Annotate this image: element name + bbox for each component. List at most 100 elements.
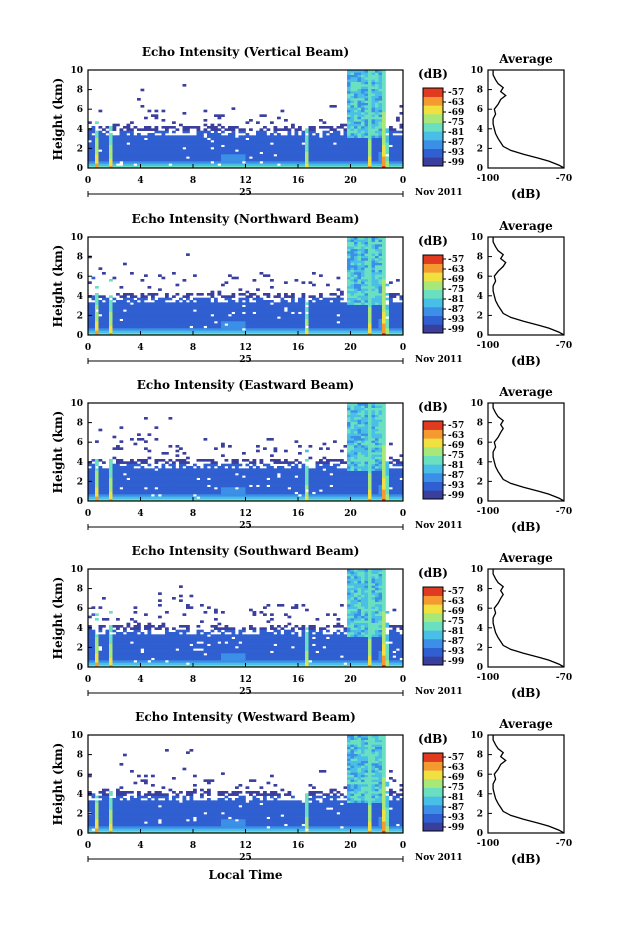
heatmap-cell [235, 144, 239, 148]
heatmap-cell [224, 142, 229, 145]
heatmap-cell [91, 463, 96, 467]
heatmap-cell [196, 318, 201, 322]
heatmap-cell [361, 265, 365, 268]
heatmap-cell [168, 325, 173, 329]
heatmap-cell [186, 496, 190, 499]
heatmap-cell [340, 140, 344, 143]
heatmap-cell [301, 470, 306, 474]
heatmap-cell [294, 321, 299, 324]
heatmap-cell [371, 144, 376, 148]
heatmap-cell [123, 163, 127, 166]
heatmap-cell [210, 158, 215, 162]
heatmap-cell [214, 447, 218, 450]
heatmap-cell [256, 158, 260, 162]
heatmap-cell [95, 311, 99, 315]
heatmap-cell [368, 74, 372, 78]
heatmap-cell [315, 477, 320, 481]
heatmap-cell [249, 119, 253, 122]
heatmap-cell [228, 295, 232, 298]
heatmap-cell [91, 307, 96, 310]
heatmap-cell [329, 316, 334, 319]
heatmap-cell [123, 489, 127, 492]
heatmap-cell [252, 147, 257, 150]
heatmap-cell [175, 140, 180, 143]
y-tick-label: 0 [77, 164, 83, 174]
heatmap-cell [284, 149, 288, 152]
heatmap-cell [196, 158, 201, 162]
heatmap-cell [140, 309, 145, 312]
heatmap-cell [175, 283, 180, 287]
heatmap-cell [273, 140, 278, 143]
heatmap-cell [256, 307, 260, 310]
heatmap-cell [357, 241, 362, 245]
heatmap-cell [333, 484, 337, 488]
heatmap-cell [126, 126, 131, 129]
heatmap-cell [221, 161, 225, 164]
heatmap-cell [378, 112, 383, 115]
heatmap-cell [294, 130, 299, 134]
heatmap-cell [385, 325, 390, 329]
heatmap-cell [235, 126, 239, 129]
heatmap-cell [291, 321, 295, 324]
heatmap-cell [294, 163, 299, 166]
heatmap-cell [221, 323, 225, 326]
heatmap-cell [189, 154, 194, 157]
heatmap-cell [263, 307, 267, 310]
heatmap-cell [144, 461, 148, 464]
heatmap-cell [217, 311, 222, 315]
heatmap-cell [378, 105, 383, 108]
heatmap-cell [280, 328, 285, 331]
heatmap-cell [224, 302, 229, 305]
heatmap-cell [242, 321, 246, 324]
heatmap-cell [378, 328, 383, 331]
heatmap-cell [231, 142, 236, 145]
heatmap-cell [133, 126, 138, 129]
heatmap-cell [329, 487, 334, 490]
heatmap-cell [305, 149, 309, 152]
heatmap-cell [193, 468, 197, 471]
heatmap-cell [371, 288, 376, 291]
heatmap-cell [126, 484, 131, 488]
heatmap-cell [368, 149, 372, 152]
heatmap-cell [308, 330, 313, 333]
heatmap-cell [158, 142, 162, 145]
heatmap-cell [231, 475, 236, 478]
heatmap-cell [186, 161, 190, 164]
heatmap-cell [172, 144, 176, 148]
heatmap-cell [123, 482, 127, 485]
heatmap-cell [200, 309, 204, 312]
heatmap-cell [312, 480, 316, 483]
heatmap-cell [259, 300, 264, 303]
heatmap-cell [175, 300, 180, 303]
heatmap-cell [252, 144, 257, 148]
heatmap-cell [238, 316, 243, 319]
heatmap-cell [399, 163, 404, 166]
heatmap-cell [203, 304, 208, 308]
heatmap-cell [112, 468, 117, 471]
heatmap-cell [315, 482, 320, 485]
heatmap-cell [98, 473, 103, 476]
heatmap-cell [196, 330, 201, 333]
heatmap-cell [168, 475, 173, 478]
heatmap-cell [91, 302, 96, 305]
heatmap-cell [133, 442, 138, 446]
heatmap-cell [200, 491, 204, 495]
heatmap-cell [361, 165, 365, 169]
heatmap-cell [378, 154, 383, 157]
heatmap-cell [273, 491, 278, 495]
heatmap-cell [224, 470, 229, 474]
heatmap-cell [385, 130, 390, 134]
heatmap-cell [315, 330, 320, 333]
heatmap-cell [298, 318, 302, 322]
heatmap-cell [186, 332, 190, 336]
heatmap-cell [336, 496, 341, 499]
heatmap-cell [392, 330, 397, 333]
heatmap-cell [168, 314, 173, 317]
heatmap-cell [151, 165, 155, 169]
heatmap-cell [263, 468, 267, 471]
heatmap-cell [151, 316, 155, 319]
heatmap-cell [130, 311, 134, 315]
heatmap-cell [319, 316, 323, 319]
heatmap-cell [133, 475, 138, 478]
heatmap-cell [119, 295, 124, 298]
